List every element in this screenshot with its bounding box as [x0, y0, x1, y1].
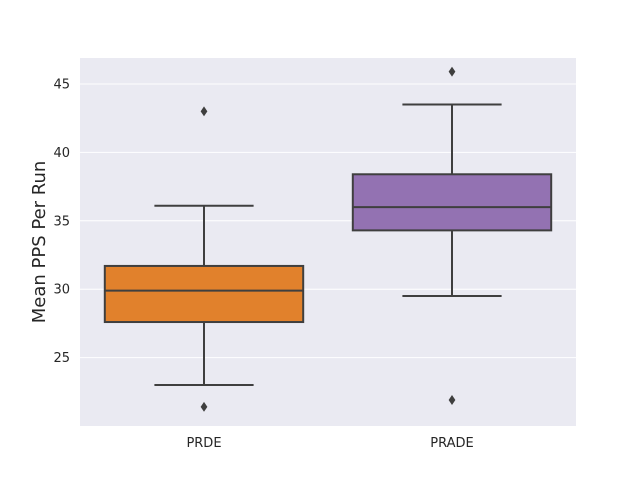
x-tick-label: PRDE [186, 436, 221, 451]
y-tick-label: 35 [53, 214, 70, 229]
iqr-box [103, 264, 305, 324]
iqr-box [351, 173, 553, 232]
box-group [351, 66, 553, 405]
box-group [103, 106, 305, 412]
y-tick-label: 45 [53, 77, 70, 92]
y-axis-label: Mean PPS Per Run [29, 161, 50, 324]
outlier-point [200, 106, 208, 117]
outlier-point [200, 401, 208, 412]
boxes [103, 66, 553, 412]
x-tick-labels: PRDE PRADE [186, 436, 473, 451]
y-tick-label: 30 [53, 283, 70, 298]
y-tick-label: 40 [53, 146, 70, 161]
x-tick-label: PRADE [430, 436, 473, 451]
plot-area [80, 58, 576, 426]
outlier-point [448, 66, 456, 77]
y-tick-label: 25 [53, 351, 70, 366]
outlier-point [448, 395, 456, 405]
y-tick-labels: 25 30 35 40 45 [53, 77, 70, 366]
